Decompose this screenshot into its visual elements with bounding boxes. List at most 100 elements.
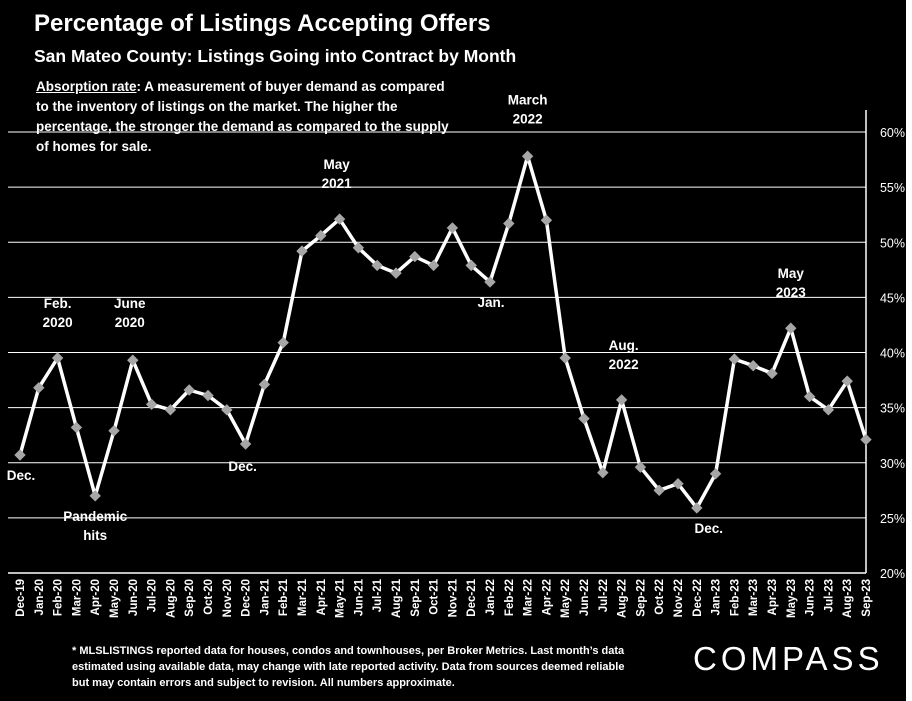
y-tick-label: 30% (880, 457, 905, 471)
data-point-marker (446, 222, 459, 234)
x-tick-label: Jan-21 (259, 578, 271, 615)
y-tick-label: 35% (880, 402, 905, 416)
annotations: Dec. Feb. 2020 Pandemic hits June 2020 Dec. May 2… (7, 92, 807, 543)
annotation-label: Aug. (609, 338, 639, 353)
x-tick-label: Aug-21 (391, 578, 403, 618)
x-tick-label: Sep-21 (410, 578, 422, 616)
data-point-marker (239, 438, 252, 450)
annotation-label: Dec. (228, 459, 257, 474)
definition-text: : A measurement of buyer demand as compa… (36, 79, 449, 154)
x-tick-label: Sep-20 (184, 579, 196, 617)
x-tick-label: Oct-21 (429, 578, 441, 614)
data-point-marker (803, 390, 816, 403)
x-tick-label: Dec-21 (466, 578, 478, 616)
series-line (18, 154, 868, 510)
data-point-marker (315, 229, 327, 242)
data-point-marker (427, 259, 440, 272)
data-point-marker (747, 360, 759, 372)
annotation-label: 2022 (513, 111, 543, 126)
x-tick-label: Jan-20 (34, 579, 46, 615)
data-point-marker (371, 259, 383, 272)
x-tick-label: Feb-21 (278, 578, 290, 616)
data-point-marker (108, 425, 120, 437)
data-point-marker (33, 382, 45, 394)
chart-title: Percentage of Listings Accepting Offers (34, 10, 491, 37)
absorption-rate-definition: Absorption rate: A measurement of buyer … (36, 77, 456, 157)
x-tick-label: Mar-20 (71, 579, 83, 616)
annotation-label: Dec. (7, 468, 36, 483)
x-tick-label: Jul-22 (598, 579, 610, 612)
data-point-marker (390, 267, 402, 279)
x-tick-label: Feb-22 (504, 579, 516, 616)
x-tick-label: Feb-23 (729, 579, 741, 616)
annotation-label: Dec. (695, 521, 724, 536)
data-point-marker (89, 490, 101, 502)
x-tick-labels: Dec-19 Jan-20 Feb-20 Mar-20 Apr-20 May-20 Jun-… (15, 578, 873, 618)
data-point-marker (70, 421, 83, 434)
x-tick-label: Feb-20 (53, 579, 65, 616)
x-tick-label: Mar-22 (523, 579, 535, 616)
data-point-marker (860, 433, 872, 446)
data-point-marker (484, 276, 496, 288)
x-tick-label: May-22 (560, 579, 572, 618)
series-polyline (18, 154, 868, 510)
data-point-marker (691, 502, 703, 514)
x-tick-label: Apr-22 (541, 579, 553, 615)
x-tick-label: Oct-22 (654, 579, 666, 615)
annotation-label: Jan. (477, 295, 504, 310)
data-point-marker (164, 404, 177, 416)
data-point-marker (597, 466, 609, 479)
footnote: * MLSLISTINGS reported data for houses, … (72, 645, 625, 689)
y-tick-label: 20% (880, 567, 905, 581)
annotation-label: 2023 (776, 285, 807, 300)
axes (8, 110, 867, 574)
x-tick-label: Apr-21 (316, 578, 328, 615)
data-markers (14, 150, 872, 514)
y-tick-label: 50% (880, 236, 905, 250)
y-tick-label: 40% (880, 347, 905, 361)
data-point-marker (785, 322, 797, 334)
data-point-marker (766, 367, 778, 380)
x-tick-label: Jun-20 (128, 579, 140, 616)
annotation-label: 2021 (322, 176, 353, 191)
annotation-label: March (508, 92, 548, 107)
annotation-label: hits (83, 528, 107, 543)
y-tick-label: 60% (880, 126, 905, 140)
data-point-marker (578, 412, 590, 425)
x-tick-label: Jan-23 (711, 579, 723, 615)
x-tick-label: Nov-22 (673, 579, 685, 617)
data-point-marker (634, 461, 647, 473)
x-tick-label: Jul-23 (823, 579, 835, 612)
x-tick-label: Dec-20 (241, 579, 253, 617)
right-edge-bar (906, 0, 912, 701)
x-tick-label: Sep-23 (861, 579, 873, 617)
x-tick-label: Jan-22 (485, 579, 497, 615)
x-tick-label: Jun-23 (805, 579, 817, 616)
x-tick-label: Aug-23 (842, 579, 854, 618)
y-tick-label: 45% (880, 291, 905, 305)
annotation-label: May (323, 157, 350, 172)
annotation-label: June (114, 296, 146, 311)
data-point-marker (352, 242, 365, 254)
y-tick-label: 55% (880, 181, 905, 195)
y-tick-labels: 20% 25% 30% 35% 40% 45% 50% 55% 60% (880, 126, 905, 581)
x-tick-label: May-23 (786, 579, 798, 618)
data-point-marker (221, 404, 233, 416)
data-point-marker (465, 259, 477, 272)
data-point-marker (145, 398, 158, 411)
annotation-label: May (778, 266, 805, 281)
data-point-marker (14, 449, 26, 461)
data-point-marker (841, 375, 853, 387)
annotation-label: 2022 (609, 357, 639, 372)
definition-term: Absorption rate (36, 79, 137, 94)
data-point-marker (615, 394, 628, 406)
x-tick-label: Dec-22 (692, 579, 704, 617)
data-point-marker (521, 150, 534, 162)
data-point-marker (822, 404, 835, 416)
data-point-marker (333, 213, 346, 225)
x-tick-label: Oct-20 (203, 579, 215, 615)
data-point-marker (672, 477, 684, 490)
x-tick-label: Mar-21 (297, 578, 309, 616)
data-point-marker (653, 484, 665, 497)
